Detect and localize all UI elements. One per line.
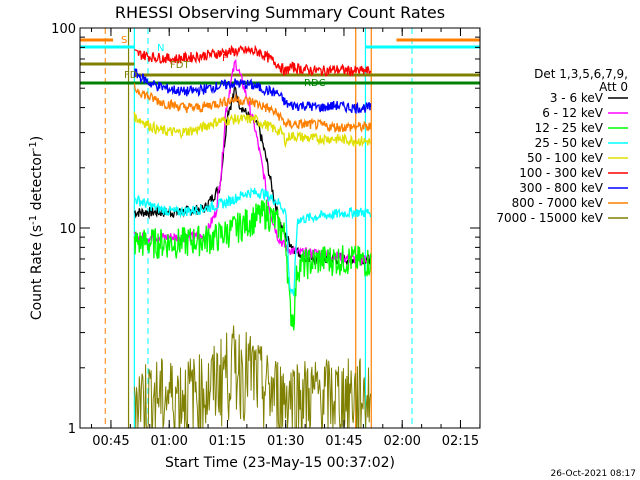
- annotation-label-n: N: [157, 43, 164, 54]
- y-axis-label: Count Rate (s-1 detector-1): [28, 136, 45, 320]
- x-tick-label: 02:15: [442, 434, 479, 449]
- footer-timestamp: 26-Oct-2021 08:17: [551, 469, 636, 479]
- annotation-label-fd: FD: [124, 70, 138, 81]
- series-line-8: [133, 83, 372, 133]
- y-axis-label-close: ): [29, 136, 45, 141]
- legend-label-1: 3 - 6 keV: [550, 91, 604, 105]
- y-tick-label: 1: [68, 422, 76, 437]
- legend-label-8: 800 - 7000 keV: [512, 196, 604, 210]
- series-line-9: [133, 325, 372, 430]
- legend-header-line-1: Det 1,3,5,6,7,9,: [534, 67, 628, 81]
- legend-header-line-2: Att 0: [599, 80, 628, 94]
- legend-label-4: 25 - 50 keV: [535, 136, 604, 150]
- x-axis-label: Start Time (23-May-15 00:37:02): [165, 455, 395, 471]
- series-line-3: [133, 199, 372, 331]
- x-tick-label: 01:45: [325, 434, 362, 449]
- legend-label-9: 7000 - 15000 keV: [496, 211, 603, 225]
- x-tick-label: 01:15: [209, 434, 246, 449]
- series-line-6: [134, 44, 372, 77]
- y-axis-label-sup2: -1: [28, 141, 39, 151]
- x-tick-label: 02:00: [383, 434, 420, 449]
- legend-label-3: 12 - 25 keV: [535, 121, 604, 135]
- y-tick-label: 100: [51, 22, 76, 37]
- annotation-label-s: S: [121, 35, 127, 46]
- legend-label-2: 6 - 12 keV: [542, 106, 604, 120]
- series-line-2: [133, 58, 371, 265]
- y-axis-label-main: Count Rate (s: [29, 225, 45, 320]
- series-line-4: [133, 186, 372, 296]
- x-tick-label: 00:45: [92, 434, 129, 449]
- y-axis-label-end: detector: [29, 151, 45, 215]
- series-line-7: [133, 68, 372, 115]
- chart-title: RHESSI Observing Summary Count Rates: [115, 3, 445, 22]
- legend-label-7: 300 - 800 keV: [519, 181, 603, 195]
- legend-label-5: 50 - 100 keV: [527, 151, 604, 165]
- y-axis-label-sup: -1: [28, 215, 39, 225]
- x-tick-label: 01:00: [150, 434, 187, 449]
- y-tick-label: 10: [59, 222, 76, 237]
- annotation-label-fdt: FDT: [170, 60, 190, 71]
- annotation-label-f: F: [222, 53, 228, 64]
- x-tick-label: 01:30: [267, 434, 304, 449]
- legend-label-6: 100 - 300 keV: [519, 166, 603, 180]
- annotation-label-rdc: RDC: [304, 78, 326, 89]
- series-layer: [133, 44, 372, 430]
- series-line-5: [133, 111, 372, 149]
- annotation-layer: S N F FD FDT RDC: [121, 35, 326, 89]
- axis-ticks: 00:45 01:00 01:15 01:30 01:45 02:00 02:15 100 10…: [51, 22, 481, 449]
